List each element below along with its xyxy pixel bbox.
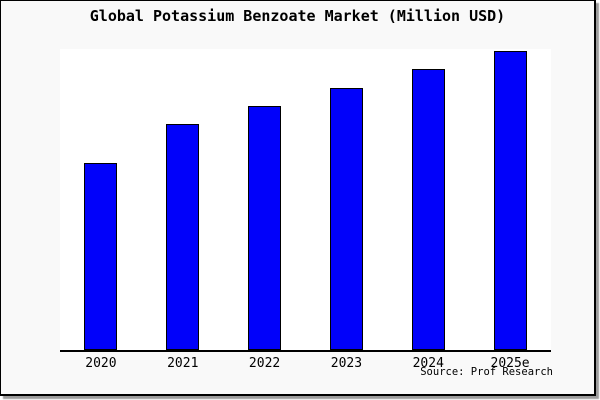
- bar-2023: [329, 87, 363, 350]
- x-tick-2021: 2021: [167, 356, 199, 371]
- x-tick-2020: 2020: [85, 356, 117, 371]
- bar-2022: [248, 105, 282, 350]
- x-tick-2024: 2024: [412, 356, 444, 371]
- chart-title: Global Potassium Benzoate Market (Millio…: [89, 7, 506, 25]
- x-axis-labels: 2020 2021 2022 2023 2024 2025e: [60, 356, 551, 372]
- x-tick-2022: 2022: [248, 356, 281, 371]
- bar-2024: [411, 69, 445, 350]
- bar-2021: [166, 124, 200, 350]
- source-credit: Source: Prof Research: [420, 366, 553, 378]
- bar-2020: [84, 162, 118, 350]
- plot-area: [60, 49, 551, 352]
- x-tick-2023: 2023: [330, 356, 363, 371]
- bar-2025e: [493, 50, 527, 350]
- x-tick-2025e: 2025e: [490, 356, 530, 371]
